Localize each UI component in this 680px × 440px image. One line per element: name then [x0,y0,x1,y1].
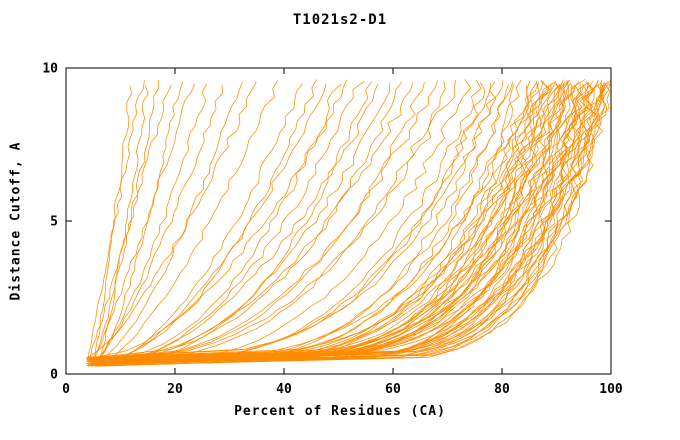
y-axis-label: Distance Cutoff, A [8,141,24,301]
model-curve [97,79,522,363]
model-curve [86,82,414,362]
model-curve [98,80,569,367]
model-curve [98,80,570,363]
y-tick-label: 0 [50,368,58,383]
model-curve [88,82,607,367]
model-curve [98,84,603,367]
model-curve [86,79,348,360]
model-curve [95,84,530,364]
x-tick-label: 80 [494,382,510,397]
model-curve [94,81,497,366]
model-curve [99,82,391,362]
model-curve [87,79,564,362]
model-curve [97,80,279,365]
model-curve [85,80,504,359]
model-curve [92,82,611,364]
x-tick-label: 60 [385,382,401,397]
model-curve [91,84,597,365]
model-curve [99,84,509,362]
x-axis-label: Percent of Residues (CA) [234,404,446,419]
model-curve [88,82,563,365]
model-curve [98,85,224,359]
model-curve [92,80,531,361]
model-curve [88,83,561,360]
x-tick-label: 40 [276,382,292,397]
model-curve [89,82,607,363]
model-curve [98,79,607,364]
model-curve [88,81,566,366]
model-curve [97,83,327,365]
x-tick-label: 20 [167,382,183,397]
model-curve [87,83,208,367]
model-curve [93,80,551,360]
x-tick-label: 100 [599,382,623,397]
model-curve [88,83,515,365]
model-curve [88,80,145,362]
model-curve [94,79,482,366]
model-curve [94,82,576,362]
model-curve [92,81,403,358]
x-tick-label: 0 [62,382,70,397]
model-curve [93,81,243,363]
model-curve [88,81,589,360]
model-curve [99,83,491,362]
model-curve [91,80,599,367]
model-curve [92,83,610,360]
model-curve [91,79,472,366]
y-tick-label: 10 [42,62,58,77]
model-curve [94,83,565,367]
model-curves [85,79,611,367]
model-curve [98,79,548,365]
model-curve [98,83,581,361]
model-curve [92,82,589,362]
model-curve [92,80,439,363]
model-curve [98,85,149,366]
model-curve [98,82,552,358]
model-curve [87,80,611,359]
model-curve [100,80,457,360]
model-curve [97,82,425,359]
model-curve [92,81,560,362]
model-curve [89,84,589,358]
model-curve [88,81,594,366]
model-curve [92,81,373,366]
model-curve [87,81,557,366]
chart-title: T1021s2-D1 [292,12,388,28]
y-tick-label: 5 [50,215,58,230]
model-curve [87,85,172,363]
model-curve [97,84,550,366]
model-curve [86,83,379,367]
model-curve [99,80,365,366]
model-curve [93,81,514,365]
model-curve [87,81,257,359]
model-curve [94,83,565,365]
model-curve [97,83,594,359]
model-curve [94,84,580,366]
model-curve [94,83,303,366]
model-curve [87,81,580,364]
model-curve [93,83,195,360]
model-curve [92,83,342,362]
model-curve [92,85,133,367]
